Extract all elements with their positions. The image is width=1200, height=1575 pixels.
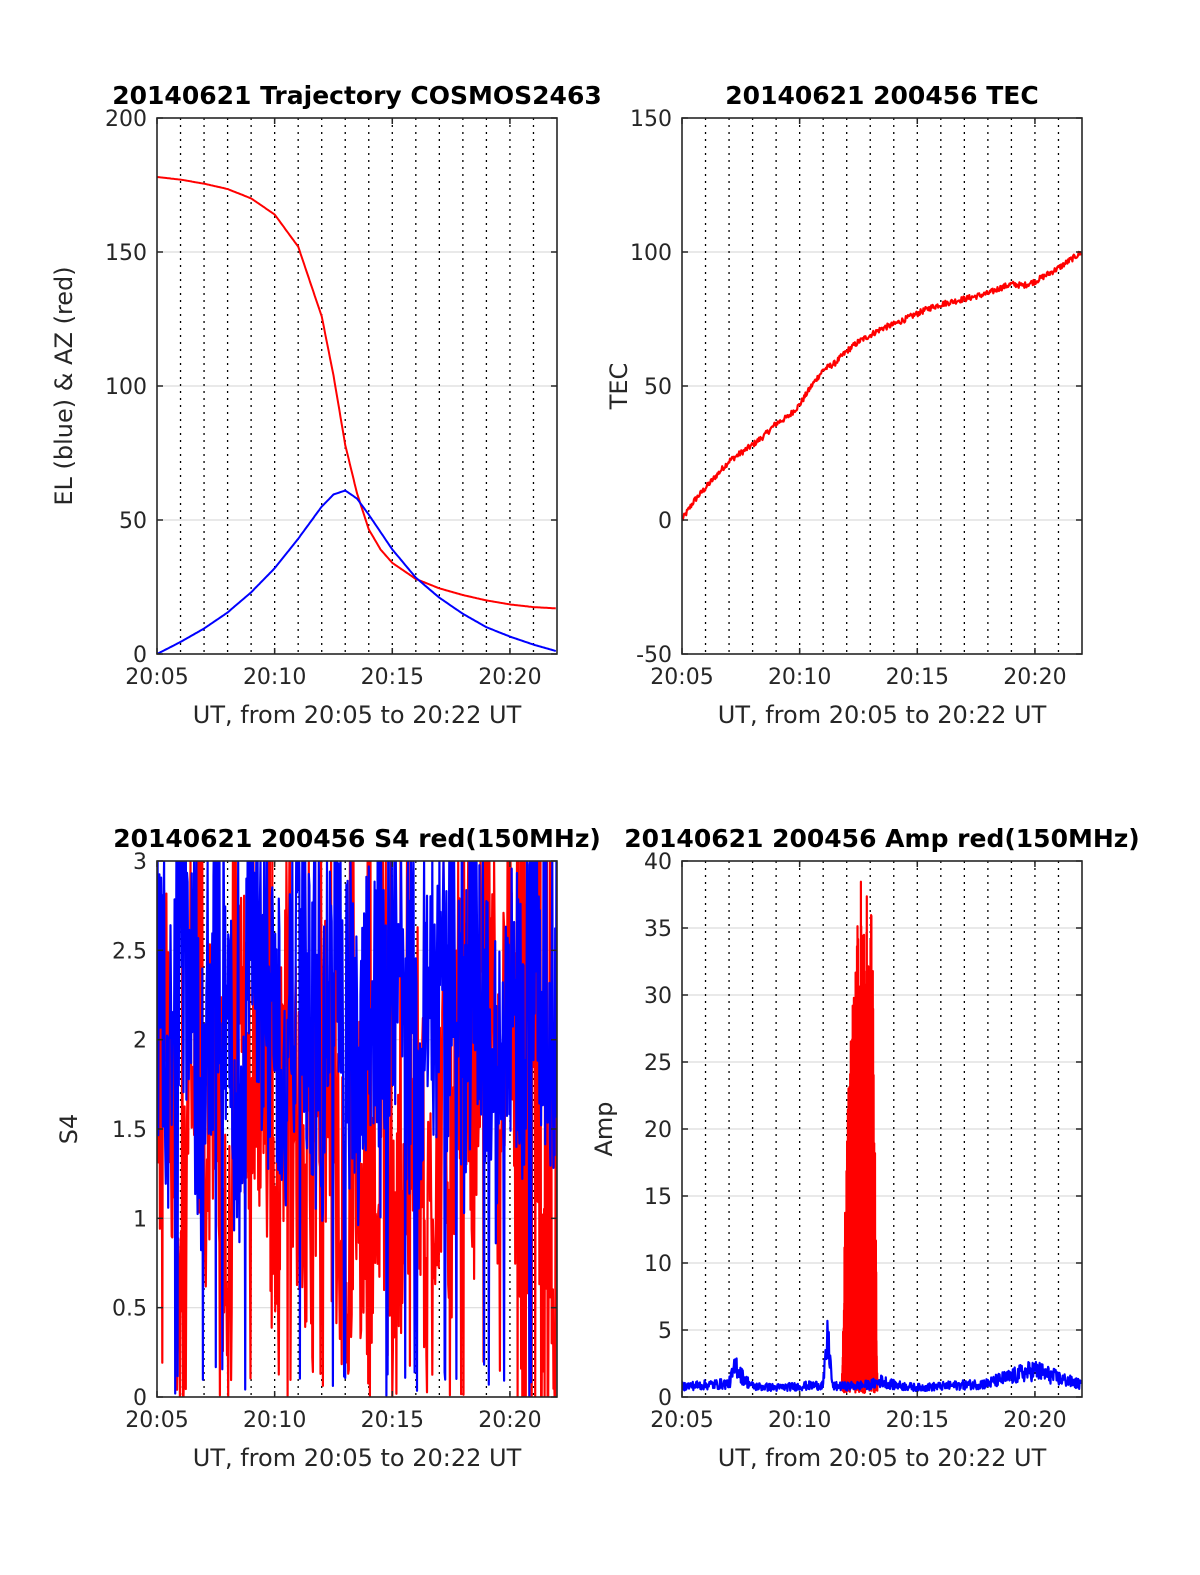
x-tick-label: 20:05 [125, 1408, 188, 1433]
series-group [682, 880, 1082, 1394]
chart-panel-1: 0 50 100 150 200 20:05 20:10 20:15 20:20 20140621… [50, 81, 602, 729]
series-line-1 [682, 250, 1082, 522]
y-tick-label: 1.5 [112, 1118, 147, 1143]
y-tick-label: 2 [133, 1029, 147, 1054]
x-tick-label: 20:15 [886, 1408, 949, 1433]
chart-title: 20140621 Trajectory COSMOS2463 [112, 81, 602, 110]
series-line-2 [682, 1319, 1082, 1393]
chart-panel-2: -50 0 50 100 150 20:05 20:10 20:15 20:20 20140621… [605, 81, 1083, 729]
y-tick-label: 15 [644, 1185, 672, 1210]
y-tick-label: 1 [133, 1207, 147, 1232]
x-axis-label: UT, from 20:05 to 20:22 UT [718, 1444, 1047, 1472]
x-tick-label: 20:20 [1003, 665, 1066, 690]
y-axis-label: Amp [590, 1101, 618, 1156]
x-axis-label: UT, from 20:05 to 20:22 UT [193, 1444, 522, 1472]
y-axis-label: EL (blue) & AZ (red) [50, 266, 78, 505]
series-line-2 [157, 489, 557, 654]
series-group [157, 861, 557, 1397]
y-tick-label: 10 [644, 1252, 672, 1277]
x-tick-label: 20:05 [650, 665, 713, 690]
y-tick-label: -50 [636, 643, 672, 668]
y-axis-label: TEC [605, 363, 633, 411]
y-tick-label: 50 [644, 375, 672, 400]
y-axis-label: S4 [55, 1114, 83, 1145]
x-tick-label: 20:10 [768, 1408, 831, 1433]
series-line-1 [840, 880, 879, 1394]
y-tick-label: 200 [105, 107, 147, 132]
series-group [157, 176, 557, 654]
x-axis-label: UT, from 20:05 to 20:22 UT [193, 701, 522, 729]
series-line-2 [157, 861, 557, 1397]
x-tick-label: 20:20 [1003, 1408, 1066, 1433]
y-tick-label: 25 [644, 1051, 672, 1076]
series-line-1 [157, 176, 556, 610]
y-tick-label: 0 [133, 643, 147, 668]
x-tick-label: 20:05 [650, 1408, 713, 1433]
y-tick-label: 150 [105, 241, 147, 266]
x-tick-label: 20:15 [361, 665, 424, 690]
x-axis-label: UT, from 20:05 to 20:22 UT [718, 701, 1047, 729]
y-tick-label: 20 [644, 1118, 672, 1143]
y-tick-label: 0.5 [112, 1297, 147, 1322]
x-tick-label: 20:20 [478, 1408, 541, 1433]
x-tick-label: 20:10 [243, 1408, 306, 1433]
x-tick-label: 20:10 [768, 665, 831, 690]
y-tick-label: 0 [658, 1386, 672, 1411]
y-tick-label: 30 [644, 984, 672, 1009]
chart-title: 20140621 200456 TEC [725, 81, 1038, 110]
y-tick-label: 100 [105, 375, 147, 400]
x-tick-label: 20:10 [243, 665, 306, 690]
y-tick-label: 0 [658, 509, 672, 534]
y-tick-label: 100 [630, 241, 672, 266]
chart-title: 20140621 200456 S4 red(150MHz) [113, 824, 601, 853]
x-tick-label: 20:20 [478, 665, 541, 690]
x-tick-label: 20:05 [125, 665, 188, 690]
series-group [682, 250, 1082, 522]
chart-panel-4: 0 5 10 15 20 25 30 35 40 20:05 20:10 20:15 20:20 2014… [590, 824, 1140, 1472]
y-tick-label: 5 [658, 1319, 672, 1344]
y-tick-label: 150 [630, 107, 672, 132]
y-tick-label: 40 [644, 850, 672, 875]
y-tick-label: 0 [133, 1386, 147, 1411]
chart-panel-3: 0 0.5 1 1.5 2 2.5 3 20:05 20:10 20:15 20:20 2014062… [55, 824, 601, 1472]
x-tick-label: 20:15 [361, 1408, 424, 1433]
y-tick-label: 2.5 [112, 939, 147, 964]
y-tick-label: 50 [119, 509, 147, 534]
y-tick-label: 35 [644, 917, 672, 942]
y-tick-label: 3 [133, 850, 147, 875]
chart-title: 20140621 200456 Amp red(150MHz) [624, 824, 1140, 853]
x-tick-label: 20:15 [886, 665, 949, 690]
